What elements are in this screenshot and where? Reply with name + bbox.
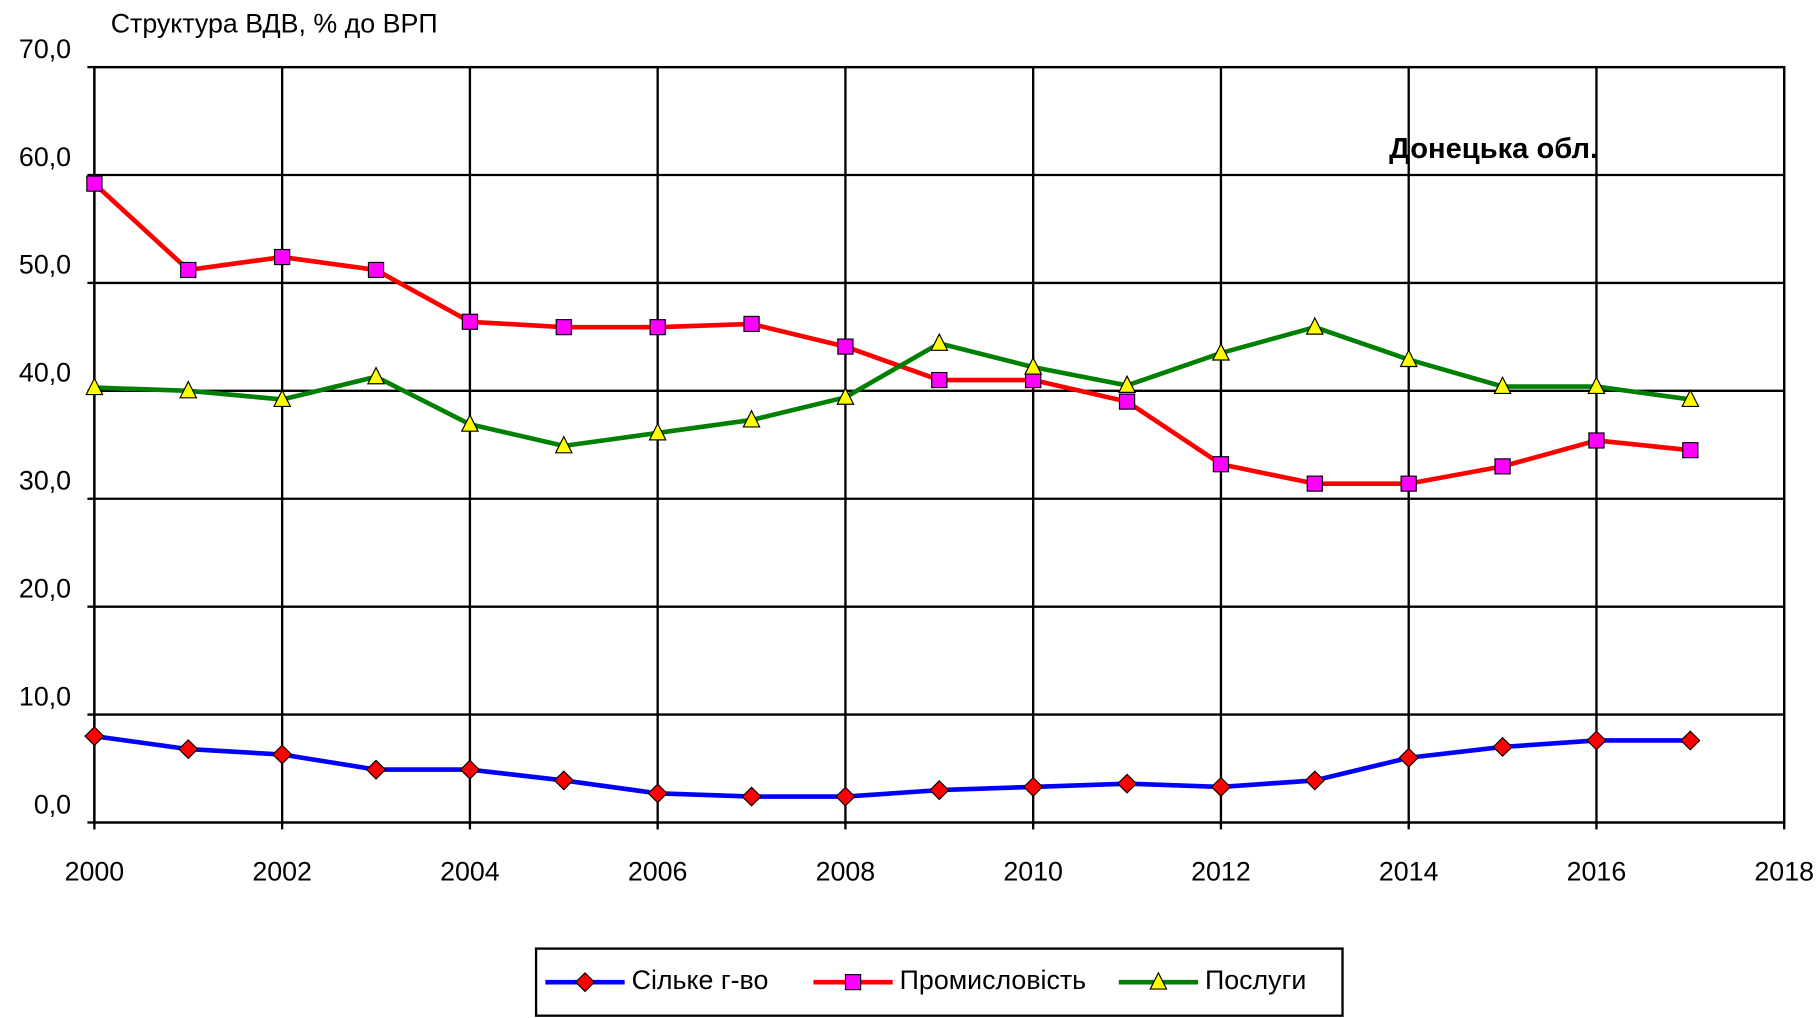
legend: Сільке г-во Промисловість Послуги: [534, 947, 1344, 1017]
marker: [649, 319, 666, 336]
marker: [1680, 730, 1701, 751]
y-tick-label: 50,0: [19, 250, 71, 280]
marker: [1586, 730, 1607, 751]
marker: [1305, 316, 1324, 335]
marker: [460, 413, 480, 432]
marker: [929, 780, 950, 801]
marker: [553, 770, 574, 791]
marker: [741, 786, 762, 807]
marker: [85, 377, 104, 396]
series-line: [94, 733, 1691, 799]
x-tick-label: 2004: [440, 857, 500, 887]
marker: [178, 739, 199, 760]
y-tick-label: 10,0: [19, 681, 71, 711]
marker: [366, 366, 386, 385]
marker: [1149, 971, 1168, 990]
marker: [837, 338, 854, 355]
marker: [835, 786, 856, 807]
legend-box: [534, 947, 1344, 1017]
marker: [1399, 348, 1418, 368]
y-tick-label: 70,0: [19, 34, 71, 64]
marker: [743, 315, 760, 333]
marker: [461, 313, 479, 330]
marker: [844, 974, 862, 991]
marker: [459, 759, 481, 780]
y-tick-label: 40,0: [19, 358, 71, 388]
chart-title: Структура ВДВ, % до ВРП: [111, 9, 438, 39]
marker: [1400, 475, 1417, 492]
y-tick-label: 0,0: [34, 789, 71, 819]
marker: [1212, 456, 1230, 473]
marker: [1493, 375, 1512, 395]
marker: [86, 175, 103, 192]
marker: [273, 248, 291, 266]
marker: [931, 371, 948, 389]
marker: [1494, 458, 1511, 475]
x-tick-label: 2002: [252, 857, 312, 887]
marker: [1588, 432, 1605, 449]
series-line: [92, 181, 1691, 486]
y-tick-label: 20,0: [19, 574, 71, 604]
marker: [1587, 375, 1606, 395]
legend-label: Сільке г-во: [632, 965, 769, 995]
marker: [647, 783, 668, 804]
marker: [1023, 776, 1044, 797]
marker: [1304, 770, 1325, 791]
legend-label: Промисловість: [900, 965, 1086, 995]
marker: [1681, 388, 1700, 407]
marker: [1117, 374, 1137, 393]
marker: [273, 388, 292, 407]
marker: [272, 744, 293, 765]
x-tick-label: 2014: [1379, 857, 1439, 887]
marker: [1398, 747, 1419, 768]
x-tick-label: 2016: [1567, 857, 1627, 887]
x-tick-label: 2000: [65, 857, 125, 887]
x-tick-label: 2010: [1003, 857, 1063, 887]
marker: [555, 319, 572, 336]
marker: [554, 435, 573, 454]
x-tick-label: 2012: [1191, 857, 1251, 887]
marker: [367, 261, 385, 279]
x-tick-label: 2018: [1754, 857, 1814, 887]
marker: [1682, 442, 1699, 459]
marker: [1118, 393, 1136, 410]
marker: [1492, 736, 1513, 758]
marker: [836, 386, 855, 405]
marker: [1211, 342, 1231, 361]
marker: [1024, 356, 1043, 375]
marker: [648, 422, 667, 441]
marker: [930, 332, 949, 351]
x-tick-label: 2008: [816, 857, 876, 887]
x-tick-label: 2006: [628, 857, 688, 887]
marker: [1025, 371, 1042, 389]
marker: [365, 759, 387, 780]
marker: [84, 726, 105, 747]
legend-label: Послуги: [1205, 965, 1306, 995]
marker: [742, 409, 761, 428]
marker: [1306, 475, 1323, 492]
series-line: [94, 324, 1691, 449]
plot-border: [93, 65, 1786, 824]
marker: [574, 972, 596, 993]
marker: [180, 261, 197, 279]
marker: [1116, 773, 1138, 794]
annotation: Донецька обл.: [1389, 133, 1598, 165]
y-tick-label: 30,0: [19, 466, 71, 496]
marker: [179, 380, 198, 399]
marker: [1210, 776, 1232, 797]
y-tick-label: 60,0: [19, 142, 71, 172]
